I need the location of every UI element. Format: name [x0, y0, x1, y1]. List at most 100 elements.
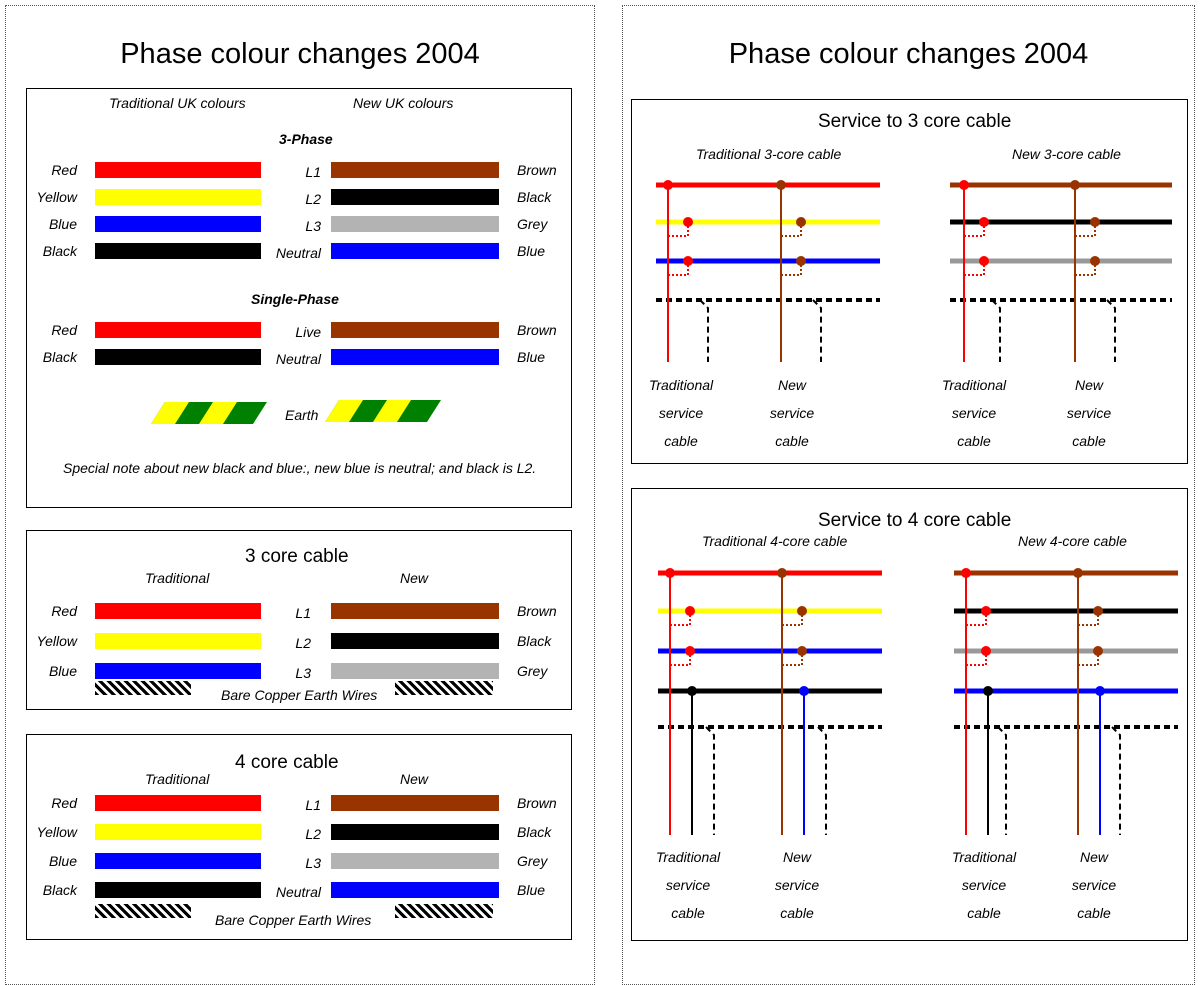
service-cable-label: service: [774, 877, 820, 893]
new-colour-bar: [331, 824, 499, 840]
old-colour-bar: [95, 633, 261, 649]
service-cable-label: service: [961, 877, 1007, 893]
traditional-heading: Traditional UK colours: [109, 95, 246, 111]
earth-drop-line: [1111, 726, 1121, 835]
tap-joint-dot: [1090, 256, 1100, 266]
tap-joint-dot: [796, 256, 806, 266]
new-colour-bar: [331, 189, 499, 205]
new-colour-bar: [331, 633, 499, 649]
tap-joint-dot: [979, 256, 989, 266]
new-colour-bar: [331, 216, 499, 232]
old-colour-bar: [95, 663, 261, 679]
old-colour-bar: [95, 243, 261, 259]
four-core-title: 4 core cable: [235, 752, 339, 773]
tap-joint-dot: [979, 217, 989, 227]
old-colour-name: Black: [42, 349, 77, 365]
conductor-label: L3: [305, 218, 321, 234]
service-cable-label: cable: [957, 433, 991, 449]
tap-joint-dot: [683, 256, 693, 266]
conductor-label: L1: [295, 605, 311, 621]
old-colour-name: Blue: [48, 853, 77, 869]
earth-drop-line: [812, 299, 822, 362]
four-core-traditional: Traditional: [145, 771, 210, 787]
earth-drop-line: [699, 299, 709, 362]
new-heading: New UK colours: [353, 95, 454, 111]
right-panel: Phase colour changes 2004 Service to 3 c…: [622, 5, 1195, 985]
service-joint-dot: [665, 568, 675, 578]
service-cable-label: service: [658, 405, 704, 421]
conductor-label: Neutral: [275, 245, 321, 261]
colours-box: Traditional UK colours New UK colours 3-…: [26, 88, 572, 508]
tap-joint-dot: [685, 606, 695, 616]
new-colour-name: Brown: [517, 795, 557, 811]
new-colour-bar: [331, 162, 499, 178]
service-3-right-subtitle: New 3-core cable: [1012, 146, 1121, 162]
tap-joint-dot: [796, 217, 806, 227]
four-core-earth-label: Bare Copper Earth Wires: [215, 912, 372, 928]
four-core-new: New: [400, 771, 429, 787]
old-colour-bar: [95, 824, 261, 840]
neutral-joint-dot: [687, 686, 697, 696]
three-core-earth-label: Bare Copper Earth Wires: [221, 687, 378, 703]
conductor-label: L3: [305, 855, 321, 871]
conductor-label: Neutral: [275, 351, 321, 367]
service-cable-label: New: [1074, 377, 1103, 393]
earth-wire-hatch: [395, 904, 493, 918]
conductor-label: L2: [305, 826, 321, 842]
tap-joint-dot: [683, 217, 693, 227]
new-colour-name: Brown: [517, 603, 557, 619]
new-colour-name: Blue: [517, 243, 546, 259]
conductor-label: Live: [295, 324, 321, 340]
old-colour-name: Red: [51, 795, 77, 811]
earth-drop-line: [705, 726, 715, 835]
new-colour-name: Grey: [517, 853, 548, 869]
old-colour-name: Yellow: [36, 824, 77, 840]
service-cable-label: Traditional: [941, 377, 1007, 393]
service-4-left-subtitle: Traditional 4-core cable: [702, 533, 848, 549]
four-core-box: 4 core cable Traditional New Red L1 Brown Y…: [26, 734, 572, 940]
neutral-joint-dot: [1095, 686, 1105, 696]
service-joint-dot: [1070, 180, 1080, 190]
earth-wire-hatch: [395, 681, 493, 695]
single-phase-heading: Single-Phase: [251, 291, 339, 307]
service-joint-dot: [959, 180, 969, 190]
service-cable-label: cable: [671, 905, 705, 921]
right-panel-title: Phase colour changes 2004: [728, 38, 1089, 70]
service-cable-label: New: [782, 849, 811, 865]
service-cable-label: cable: [664, 433, 698, 449]
earth-wire-hatch: [95, 681, 191, 695]
old-colour-bar: [95, 882, 261, 898]
earth-stripe: [199, 402, 237, 424]
new-colour-name: Brown: [517, 162, 557, 178]
tap-joint-dot: [1093, 606, 1103, 616]
old-colour-name: Red: [51, 322, 77, 338]
old-colour-bar: [95, 216, 261, 232]
tap-joint-dot: [981, 646, 991, 656]
service-cable-label: Traditional: [648, 377, 714, 393]
tap-joint-dot: [1090, 217, 1100, 227]
three-core-box: 3 core cable Traditional New Red L1 Brown Y…: [26, 530, 572, 710]
old-colour-name: Yellow: [36, 189, 77, 205]
earth-stripe: [373, 400, 411, 422]
old-colour-name: Black: [42, 243, 77, 259]
new-colour-bar: [331, 663, 499, 679]
conductor-label: L1: [305, 164, 321, 180]
earth-swatch-new: [325, 400, 441, 422]
old-colour-name: Blue: [48, 216, 77, 232]
old-colour-bar: [95, 795, 261, 811]
service-cable-label: cable: [775, 433, 809, 449]
old-colour-bar: [95, 349, 261, 365]
earth-drop-line: [991, 299, 1001, 362]
earth-label: Earth: [285, 407, 319, 423]
new-colour-bar: [331, 322, 499, 338]
service-4-box: Service to 4 core cable Traditional 4-co…: [631, 488, 1188, 941]
service-4-title: Service to 4 core cable: [818, 510, 1012, 531]
new-colour-bar: [331, 243, 499, 259]
service-cable-label: cable: [1077, 905, 1111, 921]
conductor-label: L2: [295, 635, 311, 651]
new-colour-name: Grey: [517, 216, 548, 232]
three-phase-heading: 3-Phase: [279, 131, 333, 147]
service-joint-dot: [663, 180, 673, 190]
earth-stripe: [151, 402, 189, 424]
new-colour-name: Black: [517, 824, 552, 840]
